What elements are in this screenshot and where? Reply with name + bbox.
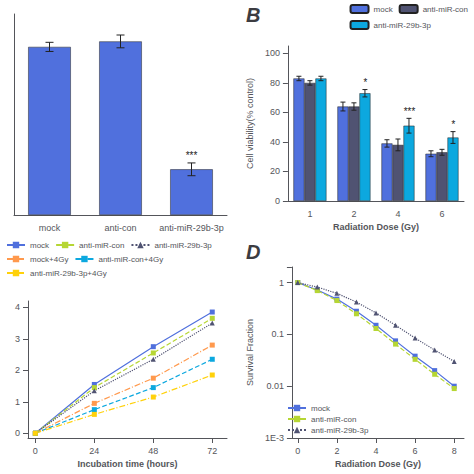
- svg-text:Incubation time (hours): Incubation time (hours): [78, 459, 178, 469]
- svg-text:mock: mock: [311, 404, 331, 413]
- svg-text:anti-miR-29b-3p: anti-miR-29b-3p: [374, 21, 432, 30]
- svg-text:anti-miR-29b-3p: anti-miR-29b-3p: [154, 241, 212, 250]
- svg-text:2: 2: [334, 446, 339, 456]
- svg-text:Radiation Dose (Gy): Radiation Dose (Gy): [333, 222, 419, 232]
- svg-text:anti-con: anti-con: [104, 223, 136, 233]
- svg-text:3: 3: [15, 334, 20, 344]
- svg-text:24: 24: [89, 446, 99, 456]
- svg-text:***: ***: [403, 106, 416, 117]
- svg-text:1: 1: [279, 278, 284, 288]
- svg-text:anti-miR-29b-3p: anti-miR-29b-3p: [159, 223, 224, 233]
- svg-text:72: 72: [207, 446, 217, 456]
- svg-text:***: ***: [186, 150, 198, 161]
- svg-text:1: 1: [307, 209, 312, 219]
- svg-text:D: D: [246, 241, 260, 263]
- svg-text:6: 6: [413, 446, 418, 456]
- svg-text:Radiation Dose (Gy): Radiation Dose (Gy): [335, 459, 421, 469]
- svg-text:80: 80: [270, 78, 280, 88]
- svg-text:0.1: 0.1: [271, 329, 284, 339]
- svg-text:0.01: 0.01: [266, 381, 284, 391]
- svg-text:20: 20: [270, 166, 280, 176]
- svg-text:anti-miR-con+4Gy: anti-miR-con+4Gy: [98, 255, 163, 264]
- svg-text:anti-miR-29b-3p: anti-miR-29b-3p: [311, 426, 369, 435]
- svg-text:mock: mock: [30, 241, 50, 250]
- svg-text:1: 1: [15, 397, 20, 407]
- svg-text:anti-miR-con: anti-miR-con: [311, 415, 356, 424]
- svg-text:0: 0: [295, 446, 300, 456]
- svg-text:100: 100: [265, 48, 280, 58]
- svg-text:mock: mock: [374, 5, 394, 14]
- svg-text:0: 0: [15, 428, 20, 438]
- svg-text:Survival Fraction: Survival Fraction: [245, 319, 255, 386]
- svg-text:*: *: [363, 77, 368, 88]
- svg-text:anti-miR-con: anti-miR-con: [423, 5, 468, 14]
- svg-text:60: 60: [270, 107, 280, 117]
- svg-text:40: 40: [270, 137, 280, 147]
- svg-text:2: 2: [15, 365, 20, 375]
- svg-text:4: 4: [373, 446, 378, 456]
- svg-text:*: *: [451, 119, 456, 130]
- svg-text:mock: mock: [39, 223, 61, 233]
- svg-text:48: 48: [148, 446, 158, 456]
- svg-text:B: B: [246, 4, 260, 26]
- svg-text:4: 4: [15, 302, 20, 312]
- svg-text:mock+4Gy: mock+4Gy: [30, 255, 68, 264]
- svg-text:2: 2: [351, 209, 356, 219]
- svg-text:0: 0: [33, 446, 38, 456]
- svg-text:0: 0: [275, 196, 280, 206]
- svg-text:1E-3: 1E-3: [265, 433, 284, 443]
- svg-text:anti-miR-29b-3p+4Gy: anti-miR-29b-3p+4Gy: [30, 269, 107, 278]
- svg-text:6: 6: [439, 209, 444, 219]
- svg-text:Cell viability(% control): Cell viability(% control): [245, 78, 255, 169]
- svg-text:4: 4: [395, 209, 400, 219]
- svg-text:anti-miR-con: anti-miR-con: [79, 241, 124, 250]
- svg-text:8: 8: [452, 446, 457, 456]
